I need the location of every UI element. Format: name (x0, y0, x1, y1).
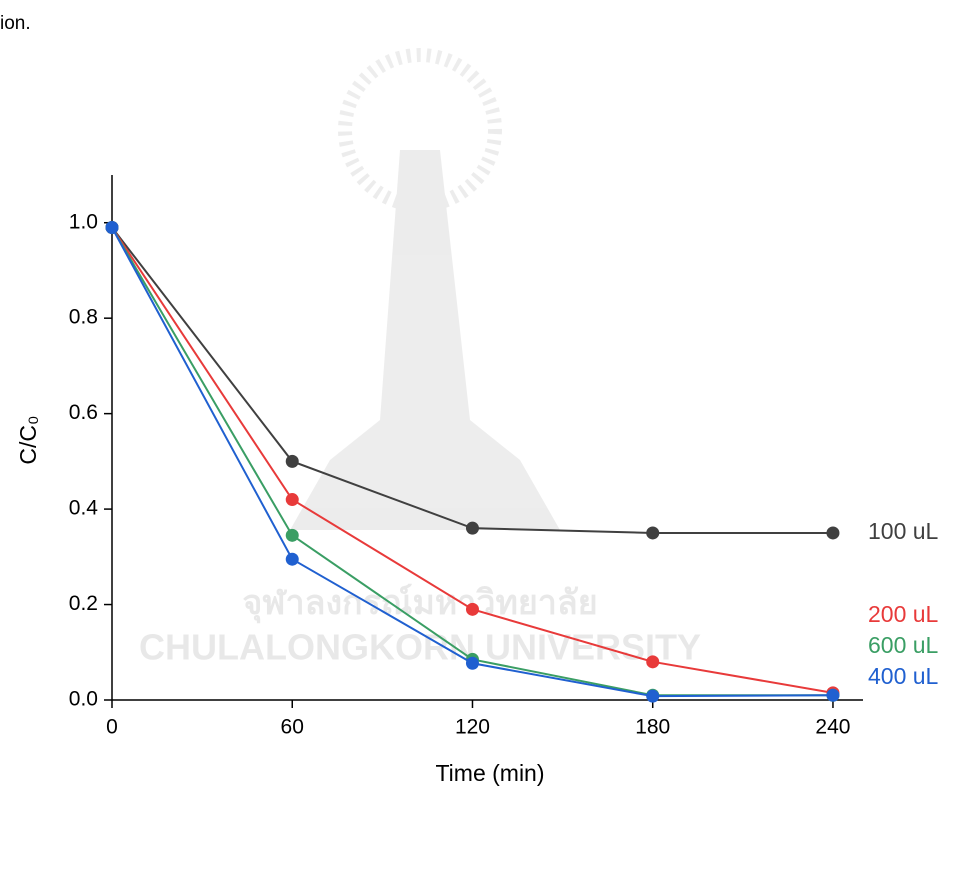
x-tick-label: 240 (815, 716, 850, 739)
y-tick-label: 0.2 (69, 592, 98, 615)
y-tick-label: 0.4 (69, 497, 99, 520)
data-point (465, 602, 479, 616)
data-point (826, 526, 840, 540)
data-point (285, 493, 299, 507)
y-axis-title: C/C₀ (15, 415, 41, 464)
page-fragment: ion. (0, 13, 31, 34)
data-point (285, 552, 299, 566)
series-label: 400 uL (868, 663, 939, 689)
data-point (285, 528, 299, 542)
watermark-emblem (290, 150, 560, 530)
data-point (465, 656, 479, 670)
data-point (646, 689, 660, 703)
data-point (285, 454, 299, 468)
watermark: จุฬาลงกรณ์มหาวิทยาลัย CHULALONGKORN UNIV… (139, 48, 701, 668)
y-tick-label: 0.6 (69, 401, 98, 424)
series-label: 200 uL (868, 601, 939, 627)
data-point (646, 655, 660, 669)
y-tick-label: 1.0 (69, 210, 98, 233)
data-point (646, 526, 660, 540)
watermark-text: จุฬาลงกรณ์มหาวิทยาลัย (242, 583, 597, 624)
x-tick-label: 120 (455, 716, 490, 739)
data-point (465, 521, 479, 535)
watermark-emblem (338, 48, 502, 212)
series-label: 600 uL (868, 632, 939, 658)
x-axis-title: Time (min) (435, 760, 544, 786)
x-tick-label: 60 (281, 716, 304, 739)
x-tick-label: 0 (106, 716, 118, 739)
data-point (826, 688, 840, 702)
y-tick-label: 0.0 (69, 688, 98, 711)
y-tick-label: 0.8 (69, 306, 98, 329)
x-tick-label: 180 (635, 716, 670, 739)
data-point (105, 221, 119, 234)
series-label: 100 uL (868, 518, 939, 544)
